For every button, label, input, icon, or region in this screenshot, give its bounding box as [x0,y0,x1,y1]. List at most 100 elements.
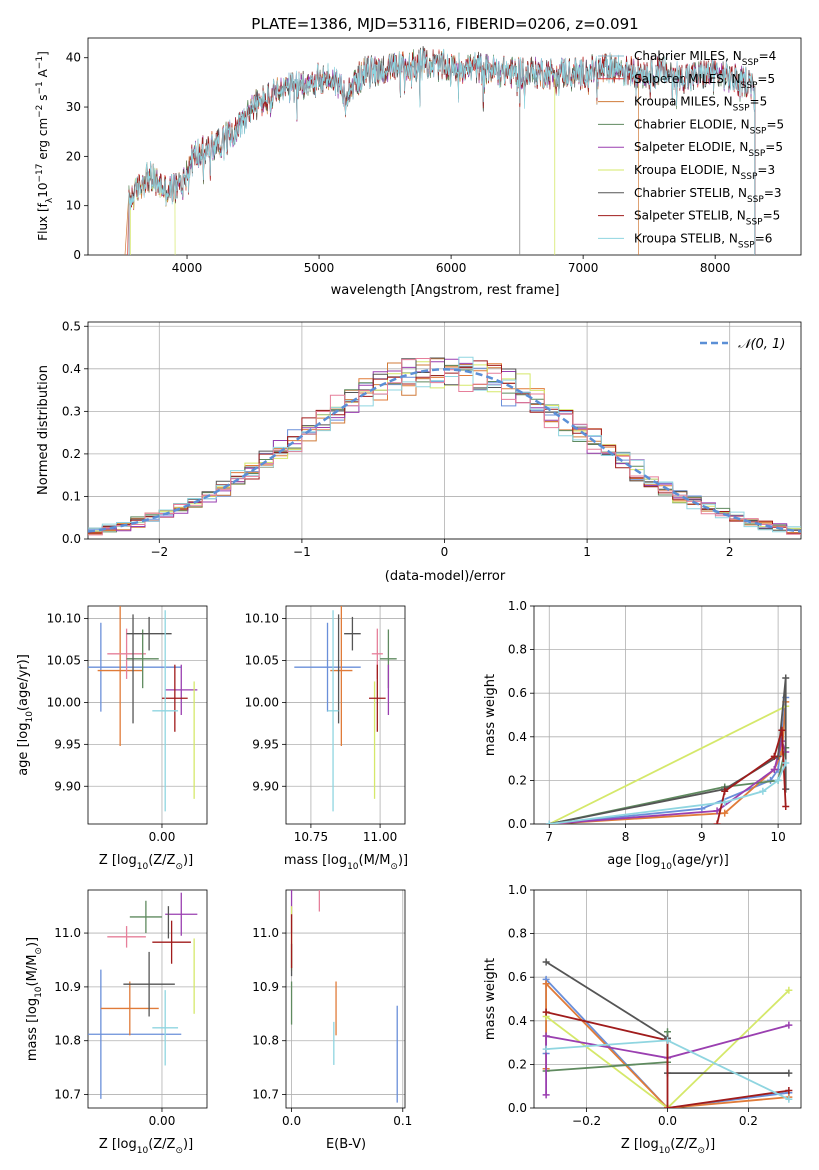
age-z-axes: 0.00 9.90 9.95 10.00 10.05 10.10 [47,605,208,844]
residual-legend-label: 𝒩(0, 1) [738,337,785,352]
weight-z-marker [542,1091,550,1099]
age-z-ytick-label: 9.95 [54,737,81,751]
residuals-frame [87,321,802,540]
weight-z-marker [542,958,550,966]
weight-age-ytick-label: 0.8 [508,643,527,657]
residuals-ytick-label: 0.4 [62,362,81,376]
spectrum-axes: 4000 5000 6000 7000 8000 0 10 20 30 40 [66,37,802,275]
mass-z-axes: 0.00 10.7 10.8 10.9 11.0 [54,889,208,1128]
spectrum-legend-label: Chabrier ELODIE, NSSP=5 [634,117,784,136]
age-z-frame [87,605,208,825]
mass-ebv-xtick-label: 0.0 [282,1114,301,1128]
weight-age-xtick-label: 8 [622,830,630,844]
spectrum-legend-label: Salpeter STELIB, NSSP=5 [634,209,780,228]
age-z-ytick-label: 10.10 [47,612,81,626]
age-z-xlabel: Z [log10(Z/Z⊙)] [99,853,193,872]
spectrum-frame [87,37,802,256]
spectrum-xtick-label: 4000 [172,261,203,275]
weight-age-ytick-label: 0.6 [508,686,527,700]
mass-ebv-ytick-label: 10.7 [252,1088,279,1102]
spectrum-legend-label: Chabrier MILES, NSSP=4 [634,49,776,68]
weight-age-marker [782,759,790,767]
weight-z-marker [785,986,793,994]
age-mass-ytick-label: 9.90 [252,779,279,793]
weight-z-marker [664,1104,671,1108]
weight-age-marker [774,776,782,784]
mass-ebv-ytick-label: 11.0 [252,926,279,940]
residuals-xtick-label: 2 [726,545,734,559]
residual-xlabel: (data-model)/error [385,569,506,584]
age-mass-xtick-label: 11.00 [363,830,397,844]
weight-z-marker [664,1036,671,1044]
spectrum-xtick-label: 8000 [700,261,731,275]
weight-z-marker [785,1095,793,1103]
mass-ebv-axes: 0.0 0.1 10.7 10.8 10.9 11.0 [252,889,412,1128]
weight-age-xtick-label: 9 [698,830,706,844]
mass-z-ytick-label: 10.9 [54,980,81,994]
residual-ylabel: Normed distribution [36,365,51,495]
mass-z-ytick-label: 10.8 [54,1034,81,1048]
weight-z-ylabel: mass weight [483,958,498,1040]
weight-z-xtick-label: 0.0 [658,1114,677,1128]
spectrum-xtick-label: 5000 [304,261,335,275]
weight-age-marker [782,674,790,682]
spectrum-ytick-label: 10 [66,199,81,213]
weight-z-series-3 [546,1031,669,1072]
spectrum-ytick-label: 20 [66,149,81,163]
age-z-xtick-label: 0.00 [149,830,176,844]
weight-z-ytick-label: 0.2 [508,1057,527,1071]
spectrum-plot-area [124,45,756,255]
age-z-plot-area [88,606,198,812]
normal-curve [88,368,801,533]
weight-age-series-3 [549,747,787,824]
weight-z-plot-area [542,958,793,1108]
spectrum-xtick-label: 7000 [568,261,599,275]
weight-z-axes: −0.2 0.0 0.2 0.0 0.2 0.4 0.6 0.8 1.0 [508,883,802,1128]
weight-age-xtick-label: 10 [770,830,785,844]
weight-age-marker [545,820,553,824]
weight-z-marker [785,1069,793,1077]
spectrum-ytick-label: 30 [66,100,81,114]
spectrum-title: PLATE=1386, MJD=53116, FIBERID=0206, z=0… [251,15,638,33]
weight-age-marker [778,726,786,734]
residuals-ytick-label: 0.2 [62,447,81,461]
mass-z-ytick-label: 10.7 [54,1088,81,1102]
residuals-plot-area [88,356,801,536]
age-mass-axes: 10.75 11.00 9.90 9.95 10.00 10.05 10.10 [245,605,406,844]
weight-age-marker [721,809,729,817]
mass-ebv-xtick-label: 0.1 [393,1114,412,1128]
age-z-ylabel: age [log10(age/yr)] [16,654,35,776]
weight-age-marker [759,787,767,795]
weight-age-xtick-label: 7 [545,830,553,844]
spectrum-ylabel: Flux [fλ10−17 erg cm−2 s−1 A−1] [35,51,55,241]
mass-z-ylabel: mass [log10(M/M⊙)] [25,937,44,1061]
residuals-ytick-label: 0.3 [62,404,81,418]
residuals-xtick-label: −2 [150,545,168,559]
weight-z-xtick-label: −0.2 [572,1114,601,1128]
mass-z-frame [87,889,208,1109]
residuals-ytick-label: 0.1 [62,489,81,503]
weight-age-xlabel: age [log10(age/yr)] [607,853,729,872]
residuals-xtick-label: 1 [583,545,591,559]
weight-z-marker [542,1008,550,1016]
weight-z-marker [542,1045,550,1053]
age-mass-ytick-label: 10.00 [245,695,279,709]
weight-age-plot-area [545,674,790,824]
weight-z-xtick-label: 0.2 [739,1114,758,1128]
spectrum-legend-label: Kroupa STELIB, NSSP=6 [634,231,772,250]
spectrum-legend-label: Salpeter ELODIE, NSSP=5 [634,140,783,159]
weight-age-ytick-label: 0.4 [508,730,527,744]
spectrum-xlabel: wavelength [Angstrom, rest frame] [331,283,560,298]
weight-age-marker [770,752,778,760]
mass-ebv-ytick-label: 10.8 [252,1034,279,1048]
spectrum-legend-label: Salpeter MILES, NSSP=5 [634,72,775,91]
spectrum-series-8 [128,48,756,255]
age-mass-xlabel: mass [log10(M/M⊙)] [284,853,408,872]
spectrum-legend-label: Kroupa ELODIE, NSSP=3 [634,163,775,182]
weight-z-series-1 [545,981,789,1108]
age-mass-xtick-label: 10.75 [294,830,328,844]
spectrum-ytick-label: 40 [66,51,81,65]
age-z-ytick-label: 9.90 [54,779,81,793]
spectrum-legend-label: Chabrier STELIB, NSSP=3 [634,186,782,205]
